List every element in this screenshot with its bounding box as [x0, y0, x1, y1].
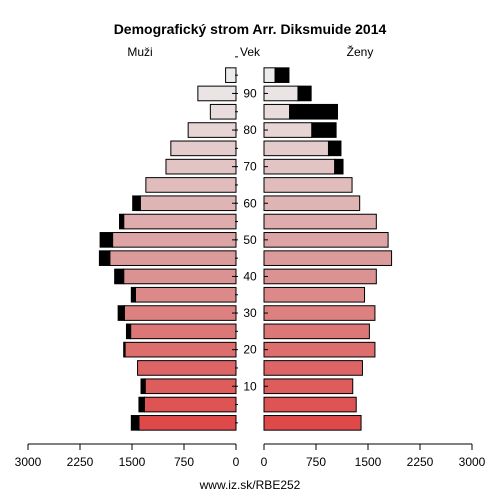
male-excess-bar	[140, 378, 146, 395]
male-bar	[145, 177, 237, 193]
female-bar	[263, 122, 313, 138]
x-tick-label-right: 3000	[459, 455, 486, 469]
female-bar	[263, 140, 329, 157]
male-bar	[165, 158, 237, 175]
female-label: Ženy	[347, 44, 374, 59]
female-excess-bar	[311, 122, 337, 138]
female-bar	[263, 85, 299, 102]
female-bar	[263, 67, 276, 83]
axes-group: 10 20 30 40 50 60 70 80 90 3000 2250 1500 750 0 0 750 15…	[15, 56, 486, 469]
age-tick-label: 80	[243, 123, 257, 137]
age-tick-label: 50	[243, 233, 257, 247]
female-bar	[263, 378, 354, 395]
male-bar	[170, 140, 237, 157]
x-tick-label-right: 1500	[355, 455, 382, 469]
female-bar	[263, 250, 393, 266]
female-bar	[263, 213, 377, 230]
male-bar	[123, 268, 237, 285]
male-bar	[197, 85, 237, 102]
age-tick-label: 30	[243, 306, 257, 320]
age-tick-label: 70	[243, 160, 257, 174]
female-excess-bar	[274, 67, 290, 83]
male-bar	[130, 323, 237, 340]
male-excess-bar	[119, 213, 125, 230]
female-bar	[263, 286, 366, 303]
female-bar	[263, 177, 353, 193]
male-bar	[144, 378, 237, 395]
female-bar	[263, 341, 376, 358]
x-tick-label-right: 0	[261, 455, 268, 469]
male-excess-bar	[125, 323, 132, 340]
x-tick-label-left: 1500	[119, 455, 146, 469]
male-excess-bar	[98, 250, 111, 266]
female-bar	[263, 268, 377, 285]
female-bar	[263, 396, 357, 413]
age-tick-label: 60	[243, 196, 257, 210]
male-bar	[225, 67, 237, 83]
male-bar	[187, 122, 237, 138]
male-bar	[143, 396, 237, 413]
x-tick-label-left: 3000	[15, 455, 42, 469]
male-bar	[139, 195, 237, 212]
age-tick-label: 40	[243, 269, 257, 283]
female-bar	[263, 103, 291, 120]
male-bar	[112, 232, 237, 248]
male-bar	[137, 360, 237, 376]
male-excess-bar	[130, 415, 140, 431]
chart-title: Demografický strom Arr. Diksmuide 2014	[114, 21, 387, 37]
x-tick-label-left: 0	[233, 455, 240, 469]
male-excess-bar	[130, 286, 136, 303]
age-tick-label: 20	[243, 343, 257, 357]
male-label: Muži	[127, 45, 152, 59]
x-tick-label-left: 2250	[67, 455, 94, 469]
male-bar	[123, 305, 237, 321]
female-bar	[263, 232, 389, 248]
footer-url: www.iz.sk/RBE252	[199, 478, 301, 492]
female-bar	[263, 158, 336, 175]
female-bar	[263, 195, 361, 212]
age-tick-label: 10	[243, 379, 257, 393]
age-axis-label: Vek	[240, 45, 261, 59]
x-tick-label-right: 750	[306, 455, 326, 469]
x-tick-label-right: 2250	[407, 455, 434, 469]
female-bar	[263, 323, 370, 340]
male-excess-bar	[117, 305, 125, 321]
male-bar	[123, 213, 237, 230]
female-excess-bar	[289, 103, 338, 120]
male-bar	[124, 341, 237, 358]
age-tick-label: 90	[243, 86, 257, 100]
female-bar	[263, 305, 376, 321]
female-excess-bar	[334, 158, 344, 175]
female-excess-bar	[327, 140, 342, 157]
male-bar	[138, 415, 237, 431]
female-bar	[263, 415, 362, 431]
male-excess-bar	[114, 268, 125, 285]
x-tick-label-left: 750	[174, 455, 194, 469]
male-excess-bar	[123, 341, 126, 358]
male-bar	[109, 250, 237, 266]
female-excess-bar	[297, 85, 312, 102]
male-excess-bar	[132, 195, 141, 212]
male-excess-bar	[138, 396, 145, 413]
female-bar	[263, 360, 363, 376]
male-excess-bar	[99, 232, 114, 248]
male-bar	[134, 286, 237, 303]
male-bar	[209, 103, 237, 120]
bars-group	[98, 67, 393, 431]
